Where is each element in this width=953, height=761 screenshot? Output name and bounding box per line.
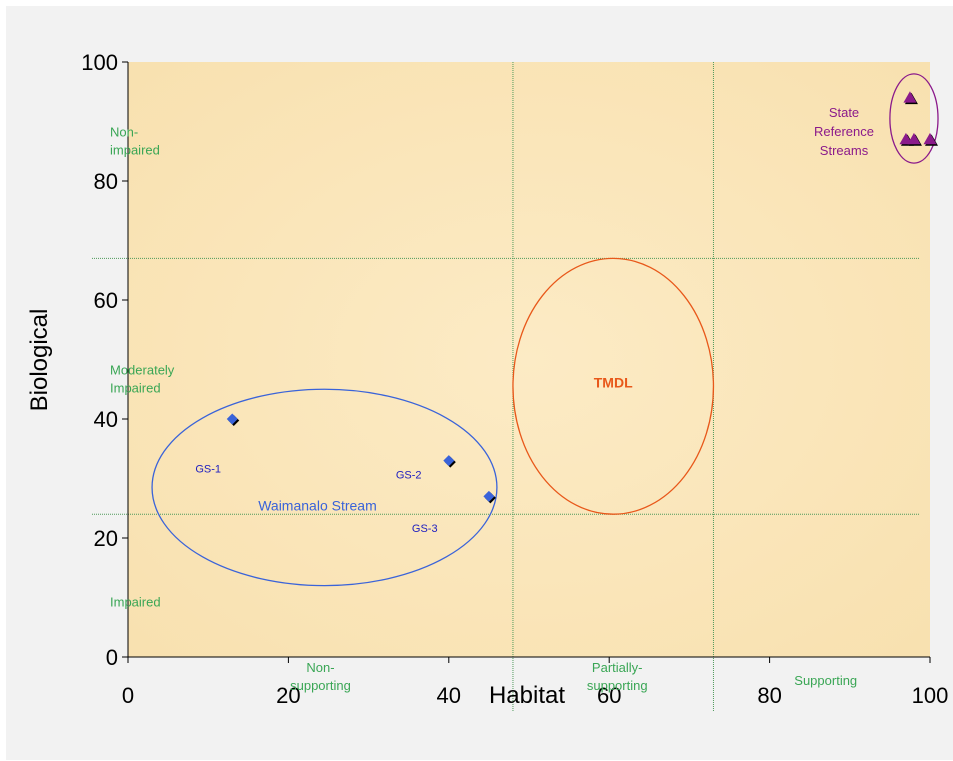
state-reference-streams-label-line: Streams — [820, 143, 869, 158]
x-tick-label: 100 — [912, 683, 949, 708]
state-reference-streams-label-line: State — [829, 105, 859, 120]
y-tick-label: 20 — [94, 526, 118, 551]
state-reference-streams-label: State Reference Streams — [814, 105, 874, 158]
plot-area — [128, 62, 930, 657]
zone-label-x-line: supporting — [587, 678, 648, 693]
x-tick-label: 40 — [437, 683, 461, 708]
zone-label-y-line: impaired — [110, 142, 160, 157]
x-tick-label: 60 — [597, 683, 621, 708]
ellipse-1 — [512, 257, 715, 515]
x-axis-title: Habitat — [489, 682, 565, 709]
zone-label-x-line: Partially- — [592, 660, 643, 675]
x-tick-label: 80 — [757, 683, 781, 708]
zone-label-y-line: Moderately — [110, 362, 175, 377]
x-tick-label: 20 — [276, 683, 300, 708]
site-label: GS-2 — [396, 470, 422, 482]
zone-label-x: Partially-supporting — [587, 660, 648, 693]
data-point-diamond — [483, 490, 495, 502]
zone-label-y: Moderately Impaired — [110, 362, 175, 395]
ellipse-0 — [151, 388, 498, 587]
data-point-diamond — [226, 413, 238, 425]
y-tick-label: 40 — [94, 407, 118, 432]
zone-label-y-line: Non- — [110, 124, 138, 139]
data-point-triangle — [907, 132, 921, 145]
zone-label-y: Non-impaired — [110, 124, 160, 157]
data-point-diamond — [443, 455, 455, 467]
y-tick-label: 80 — [94, 169, 118, 194]
y-axis-title: Biological — [26, 309, 53, 412]
site-label: GS-3 — [412, 523, 438, 535]
zone-label-y-line: Impaired — [110, 380, 161, 395]
waimanalo-stream-label: Waimanalo Stream — [258, 497, 377, 513]
x-tick-label: 0 — [122, 683, 134, 708]
tmdl-label: TMDL — [594, 374, 633, 390]
zone-label-y: Impaired — [110, 594, 161, 609]
zone-label-y-line: Impaired — [110, 594, 161, 609]
zone-label-x-line: Supporting — [794, 673, 857, 688]
y-tick-label: 0 — [106, 645, 118, 670]
data-point-triangle — [903, 91, 917, 103]
ellipse-2 — [889, 73, 939, 164]
zone-label-x: Supporting — [794, 673, 857, 688]
site-label: GS-1 — [195, 464, 221, 476]
zone-label-x-line: Non- — [306, 660, 334, 675]
data-point-triangle — [923, 132, 937, 145]
zone-label-x-line: supporting — [290, 678, 351, 693]
y-tick-label: 60 — [94, 288, 118, 313]
zone-label-x: Non-supporting — [290, 660, 351, 693]
state-reference-streams-label-line: Reference — [814, 124, 874, 139]
y-tick-label: 100 — [81, 50, 118, 75]
